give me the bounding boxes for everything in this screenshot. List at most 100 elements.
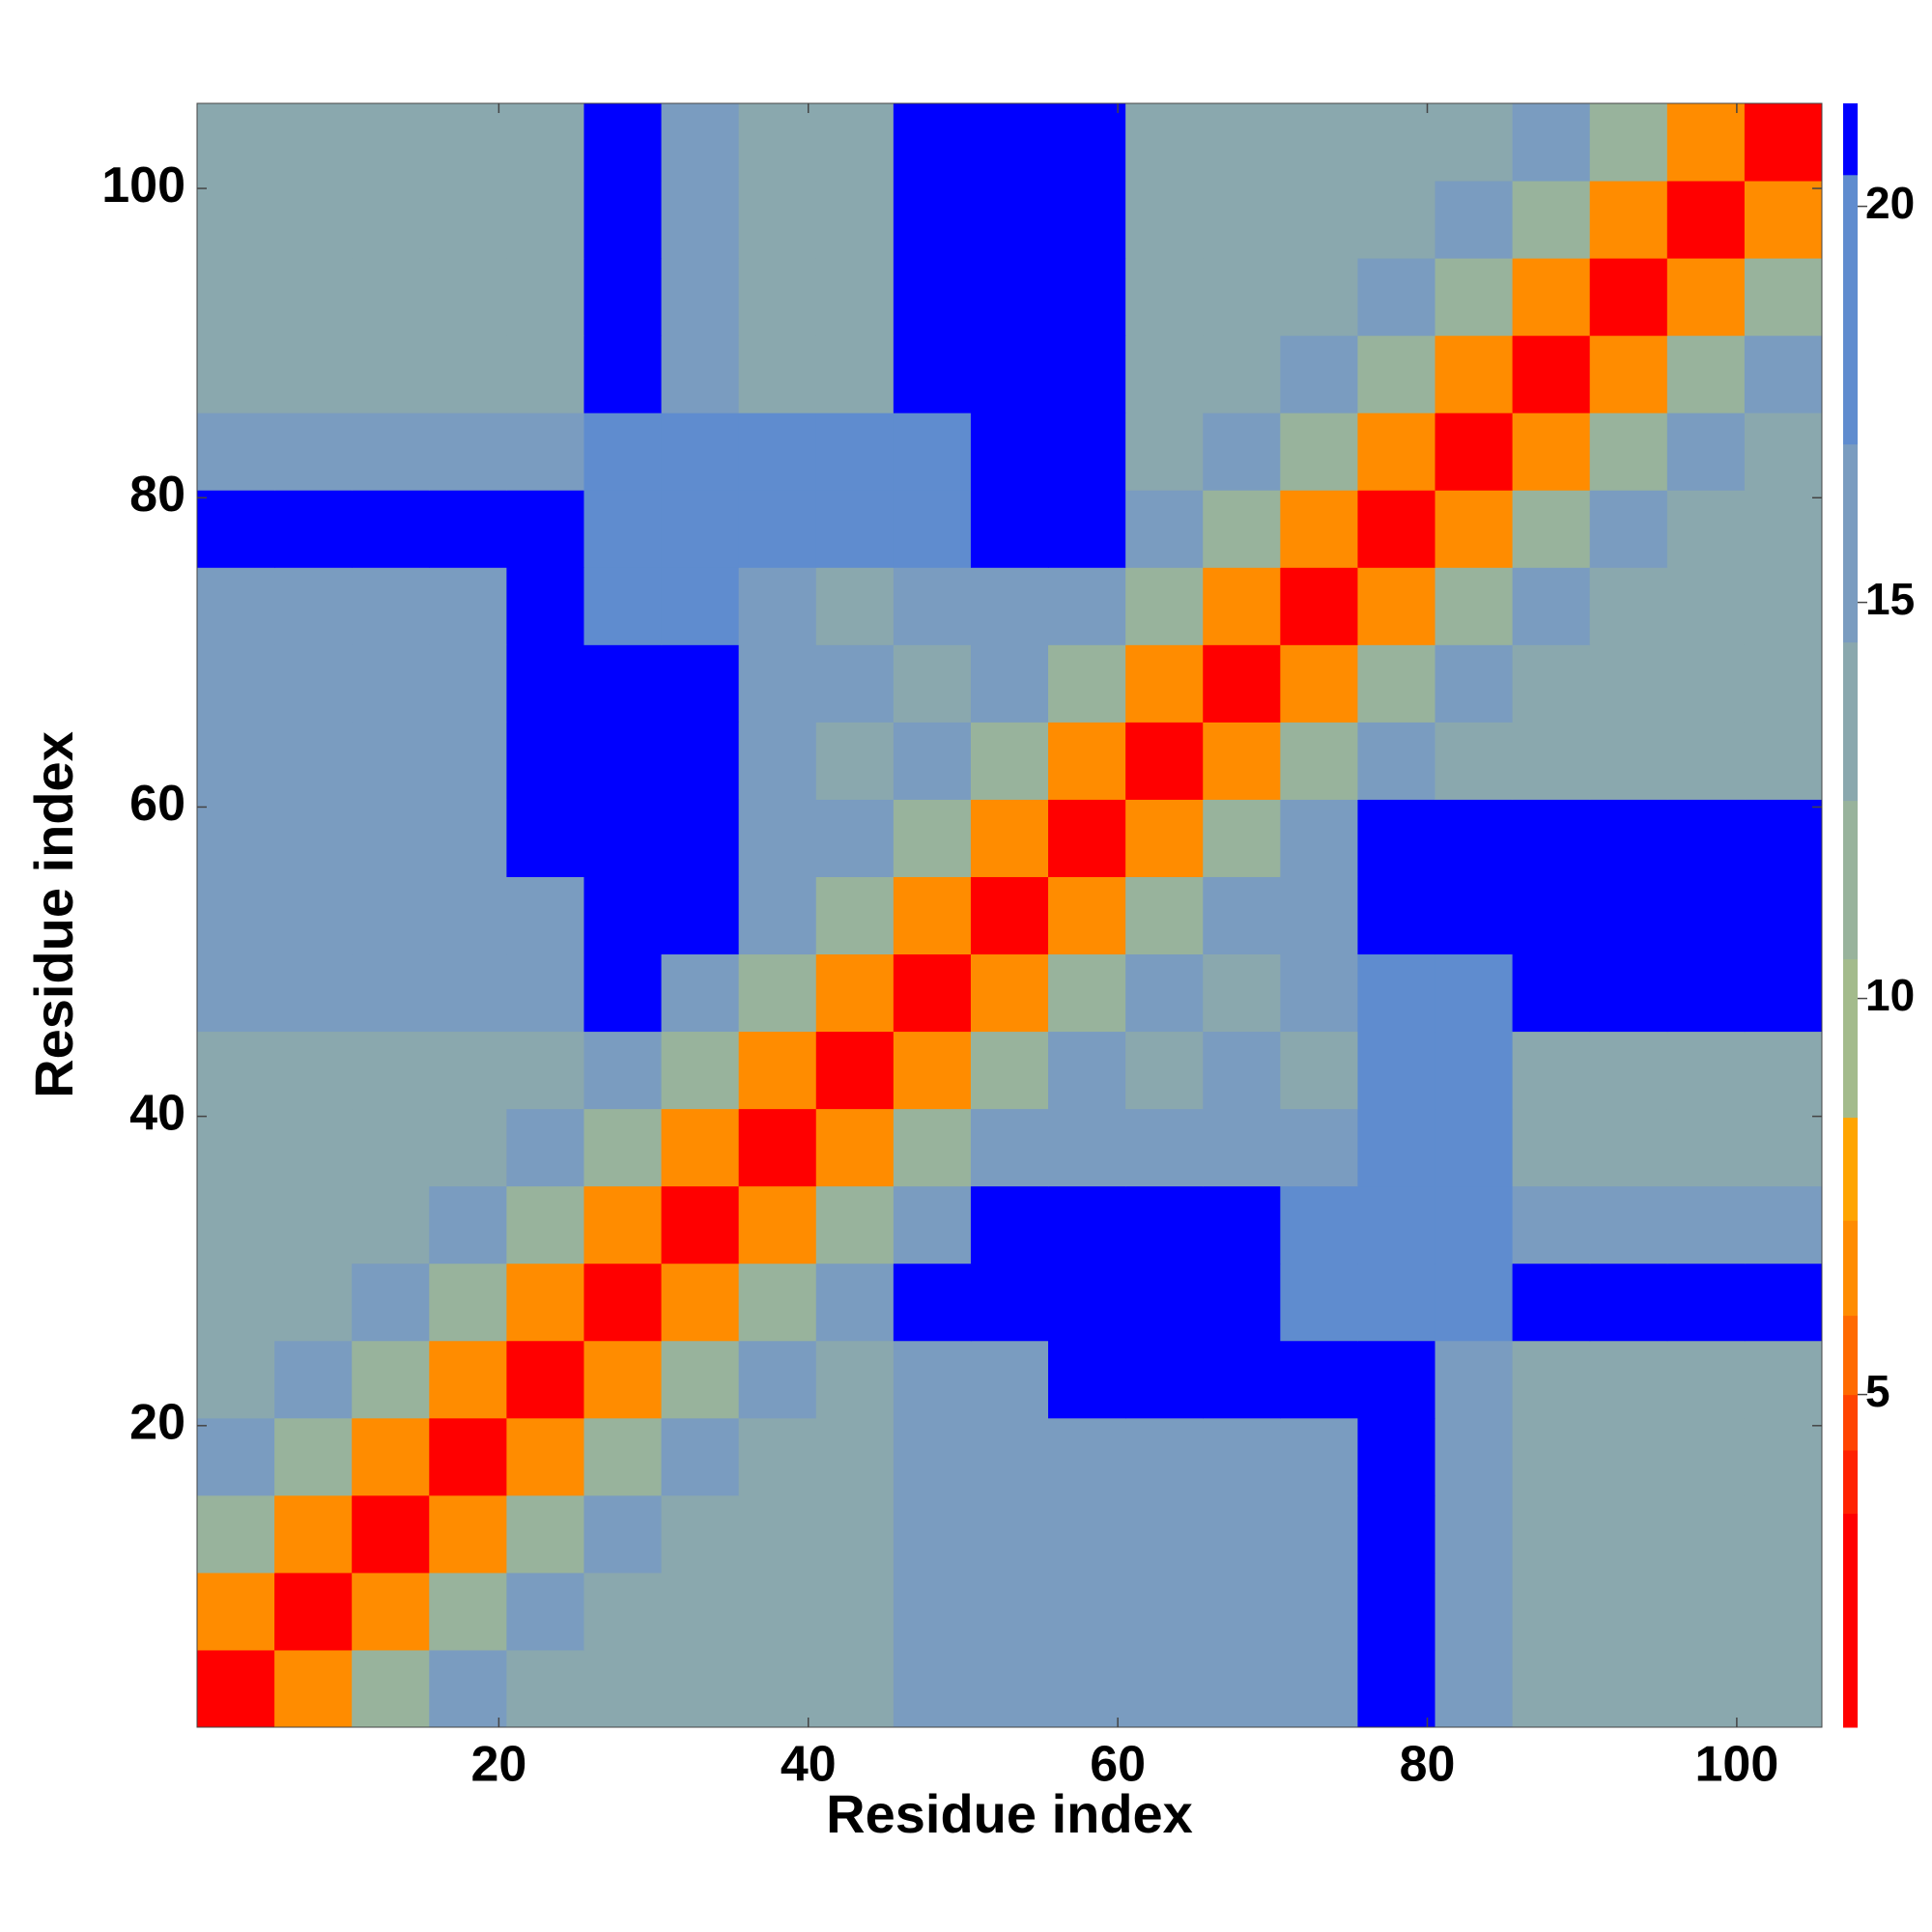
heatmap-cell [1203, 1572, 1281, 1651]
heatmap-cell [1666, 1185, 1746, 1264]
heatmap-cell [1666, 490, 1746, 568]
heatmap-cell [1280, 181, 1358, 259]
heatmap-cell [661, 1263, 740, 1342]
heatmap-cell [970, 103, 1049, 182]
heatmap-cell [429, 1031, 507, 1110]
heatmap-cell [1203, 876, 1281, 955]
heatmap-cell [738, 1417, 817, 1496]
heatmap-cell [661, 876, 740, 955]
heatmap-cell [1125, 876, 1204, 955]
heatmap-cell [1125, 1185, 1204, 1264]
heatmap-cell [429, 1185, 507, 1264]
heatmap-cell [197, 1649, 275, 1728]
heatmap-cell [738, 181, 817, 259]
heatmap-cell [1203, 567, 1281, 645]
heatmap-cell [738, 876, 817, 955]
heatmap-cell [1589, 644, 1668, 723]
heatmap-cell [1048, 1572, 1126, 1651]
heatmap-cell [274, 1031, 353, 1110]
heatmap-cell [1589, 722, 1668, 800]
heatmap-cell [197, 412, 275, 491]
heatmap-cell [274, 722, 353, 800]
heatmap-cell [1512, 1108, 1591, 1187]
heatmap-cell [1744, 335, 1823, 413]
heatmap-cell [429, 876, 507, 955]
heatmap-cell [893, 490, 972, 568]
heatmap-cell [1589, 103, 1668, 182]
heatmap-cell [815, 1031, 895, 1110]
heatmap-cell [274, 644, 353, 723]
heatmap-cell [1048, 799, 1126, 877]
heatmap-cell [1357, 1572, 1436, 1651]
heatmap-cell [1435, 1494, 1514, 1574]
heatmap-cell [1048, 335, 1126, 413]
heatmap-cell [1203, 644, 1281, 723]
heatmap-cell [1435, 1417, 1514, 1496]
heatmap-cell [1203, 103, 1281, 182]
heatmap-cell [970, 567, 1049, 645]
heatmap-cell [738, 567, 817, 645]
heatmap-cell [661, 1031, 740, 1110]
heatmap-cell [352, 412, 430, 491]
heatmap-cell [970, 335, 1049, 413]
heatmap-cell [352, 1031, 430, 1110]
heatmap-cell [738, 1572, 817, 1651]
heatmap-cell [738, 1340, 817, 1419]
heatmap-cell [893, 876, 972, 955]
heatmap-cell [1744, 1494, 1823, 1574]
heatmap-cell [661, 181, 740, 259]
heatmap-cell [1048, 1031, 1126, 1110]
heatmap-cell [1203, 1417, 1281, 1496]
heatmap-cell [1589, 412, 1668, 491]
heatmap-cell [661, 258, 740, 336]
colorbar-swatch [1843, 1450, 1858, 1515]
heatmap-cell [1666, 1263, 1746, 1342]
heatmap-cell [661, 1494, 740, 1574]
colorbar-swatch [1843, 641, 1858, 802]
y-tick-label: 100 [101, 157, 185, 213]
heatmap-cell [815, 1649, 895, 1728]
heatmap-cell [893, 258, 972, 336]
heatmap-cell [970, 1494, 1049, 1574]
heatmap-cell [661, 490, 740, 568]
heatmap-cell [893, 1572, 972, 1651]
heatmap-cell [1666, 567, 1746, 645]
heatmap-cell [815, 1185, 895, 1264]
x-tick-label: 100 [1695, 1737, 1779, 1793]
heatmap-cell [197, 1185, 275, 1264]
heatmap-cell [506, 1031, 584, 1110]
heatmap-cell [583, 1494, 663, 1574]
heatmap-cell [970, 1185, 1049, 1264]
heatmap-cell [815, 335, 895, 413]
heatmap-cell [429, 1263, 507, 1342]
heatmap-cell [429, 1417, 507, 1496]
heatmap-cell [893, 799, 972, 877]
heatmap-cell [1280, 722, 1358, 800]
heatmap-cell [429, 103, 507, 182]
heatmap-cell [738, 1031, 817, 1110]
heatmap-cell [1357, 1185, 1436, 1264]
heatmap-cell [970, 644, 1049, 723]
heatmap-cell [970, 490, 1049, 568]
heatmap-cell [1280, 1649, 1358, 1728]
heatmap-cell [429, 1572, 507, 1651]
heatmap-cell [1048, 412, 1126, 491]
heatmap-cell [352, 1108, 430, 1187]
heatmap-cell [1744, 1185, 1823, 1264]
heatmap-cell [1435, 1263, 1514, 1342]
heatmap-cell [970, 876, 1049, 955]
heatmap-cell [1203, 181, 1281, 259]
heatmap-cell [583, 722, 663, 800]
heatmap-cell [1203, 1494, 1281, 1574]
heatmap-cell [197, 103, 275, 182]
heatmap-cell [583, 1417, 663, 1496]
heatmap-cell [661, 644, 740, 723]
heatmap-cell [815, 644, 895, 723]
heatmap-cell [661, 799, 740, 877]
heatmap-cell [1666, 876, 1746, 955]
heatmap-cell [352, 1263, 430, 1342]
y-tick-label: 20 [129, 1395, 185, 1451]
heatmap-cell [738, 1263, 817, 1342]
heatmap-cell [1435, 644, 1514, 723]
heatmap-cell [197, 1494, 275, 1574]
